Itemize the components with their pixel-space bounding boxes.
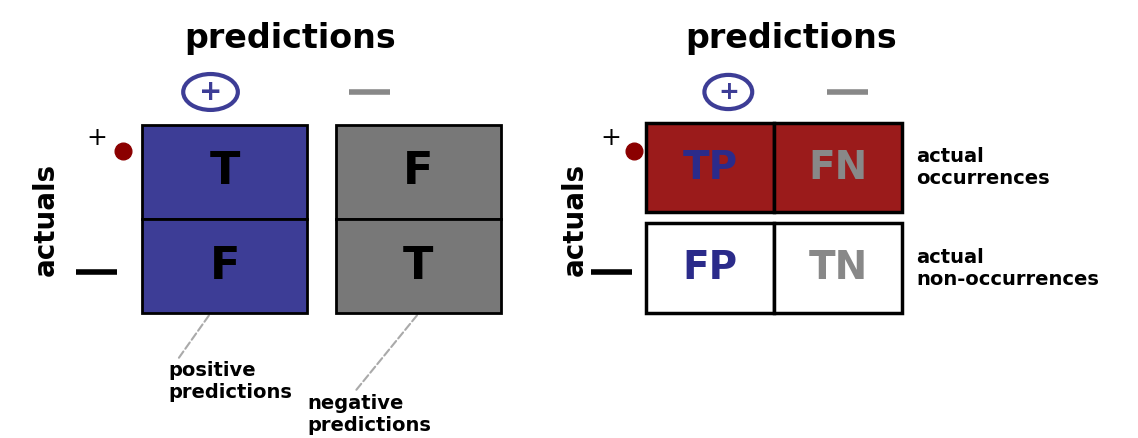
- Bar: [646, 123, 774, 212]
- Text: actual
non-occurrences: actual non-occurrences: [916, 247, 1099, 289]
- Text: +: +: [86, 126, 107, 150]
- Text: positive
predictions: positive predictions: [168, 361, 292, 403]
- Bar: [142, 125, 307, 219]
- Text: T: T: [209, 150, 240, 194]
- Text: F: F: [209, 244, 240, 288]
- Text: actual
occurrences: actual occurrences: [916, 147, 1049, 188]
- Text: +: +: [199, 78, 222, 106]
- Bar: [646, 223, 774, 313]
- Bar: [142, 219, 307, 313]
- Text: TN: TN: [809, 249, 868, 287]
- Text: +: +: [601, 126, 621, 150]
- Text: actuals: actuals: [32, 162, 59, 276]
- Text: F: F: [403, 150, 434, 194]
- Bar: [336, 125, 501, 219]
- Text: T: T: [403, 244, 434, 288]
- Text: FP: FP: [683, 249, 737, 287]
- Text: FN: FN: [809, 148, 868, 187]
- Text: +: +: [718, 80, 739, 104]
- Text: TP: TP: [683, 148, 737, 187]
- Text: negative
predictions: negative predictions: [307, 394, 431, 435]
- Text: actuals: actuals: [561, 162, 588, 276]
- Bar: [336, 219, 501, 313]
- Bar: [774, 223, 902, 313]
- Text: predictions: predictions: [184, 22, 396, 55]
- Text: predictions: predictions: [685, 22, 897, 55]
- Bar: [774, 123, 902, 212]
